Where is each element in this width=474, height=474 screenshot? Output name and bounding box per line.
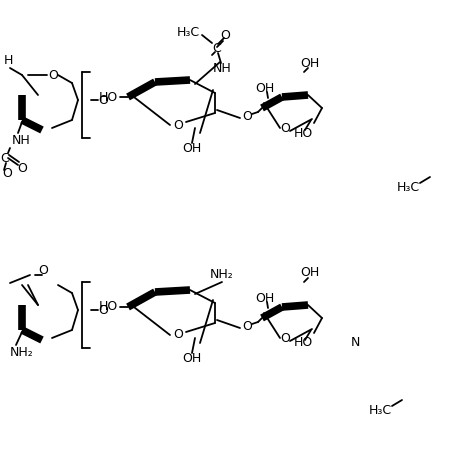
Text: HO: HO [99, 91, 118, 103]
Text: H₃C: H₃C [176, 26, 200, 38]
Text: OH: OH [301, 56, 319, 70]
Text: O: O [2, 166, 12, 180]
Text: O: O [17, 162, 27, 174]
Text: OH: OH [255, 82, 274, 94]
Text: O: O [242, 319, 252, 332]
Text: HO: HO [99, 301, 118, 313]
Text: OH: OH [182, 142, 201, 155]
Text: HO: HO [293, 337, 313, 349]
Text: NH₂: NH₂ [10, 346, 34, 358]
Text: H: H [3, 54, 13, 66]
Text: HO: HO [293, 127, 313, 139]
Text: O: O [220, 28, 230, 42]
Text: H₃C: H₃C [368, 403, 392, 417]
Text: O: O [38, 264, 48, 276]
Text: C: C [213, 42, 221, 55]
Text: O: O [98, 93, 108, 107]
Text: C: C [0, 152, 9, 164]
Text: N: N [350, 336, 360, 348]
Text: OH: OH [182, 352, 201, 365]
Text: H₃C: H₃C [396, 181, 419, 193]
Text: OH: OH [301, 266, 319, 280]
Text: O: O [173, 118, 183, 131]
Text: NH: NH [213, 62, 231, 74]
Text: O: O [173, 328, 183, 341]
Text: O: O [280, 331, 290, 345]
Text: O: O [48, 69, 58, 82]
Text: O: O [280, 121, 290, 135]
Text: NH: NH [12, 134, 31, 146]
Text: NH₂: NH₂ [210, 268, 234, 282]
Text: O: O [242, 109, 252, 122]
Text: O: O [98, 303, 108, 317]
Text: OH: OH [255, 292, 274, 304]
